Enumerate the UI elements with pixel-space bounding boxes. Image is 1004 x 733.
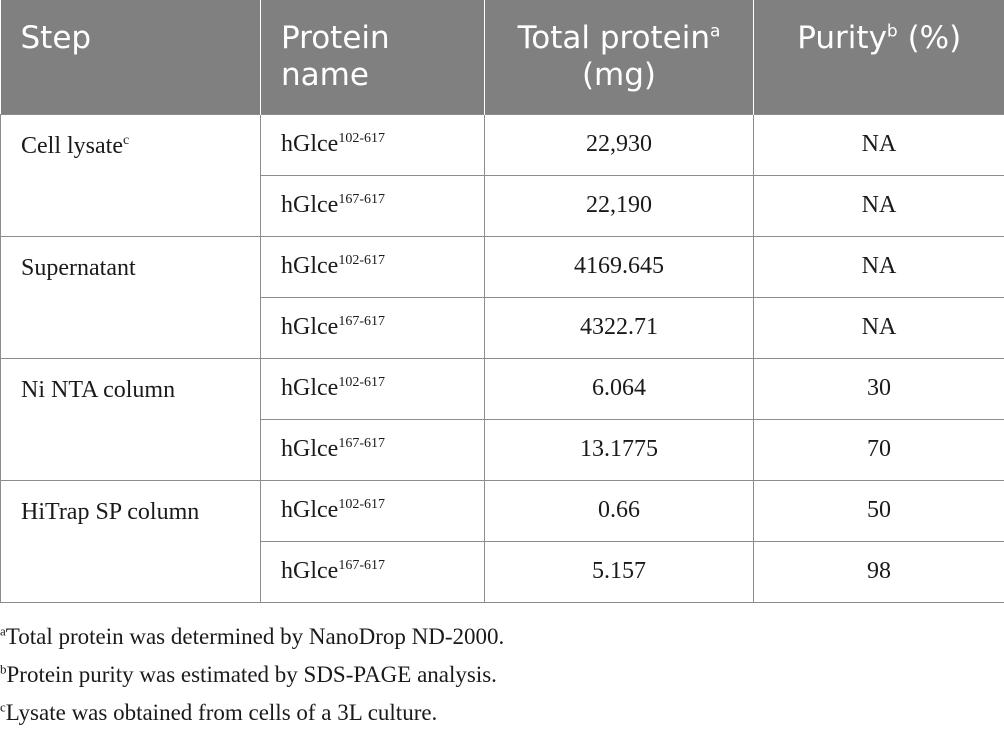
protein-name-cell: hGlce102-617 [260, 113, 485, 176]
total-protein-cell: 22,190 [484, 174, 754, 237]
total-protein-cell: 4169.645 [484, 235, 754, 298]
header-row: Step Protein name Total proteina (mg) Pu… [0, 0, 1004, 114]
purity-cell: NA [753, 296, 1004, 359]
header-purity: Purityb (%) [753, 0, 1004, 114]
purity-cell: 98 [753, 540, 1004, 603]
total-protein-cell: 5.157 [484, 540, 754, 603]
table-row: hGlce167-617 5.157 98 [1, 540, 1004, 603]
step-cell: Supernatant [0, 235, 261, 359]
purity-cell: NA [753, 113, 1004, 176]
table-row: HiTrap SP column hGlce102-617 0.66 50 [0, 479, 1004, 603]
step-cell: Ni NTA column [0, 357, 261, 481]
total-protein-cell: 0.66 [484, 479, 754, 542]
purity-cell: 30 [753, 357, 1004, 420]
footnote-c: cLysate was obtained from cells of a 3L … [0, 699, 438, 725]
total-protein-cell: 6.064 [484, 357, 754, 420]
total-protein-cell: 4322.71 [484, 296, 754, 359]
protein-name-cell: hGlce167-617 [260, 418, 485, 481]
protein-name-cell: hGlce167-617 [260, 174, 485, 237]
purity-cell: 70 [753, 418, 1004, 481]
step-cell: Cell lysatec [0, 113, 261, 237]
step-cell: HiTrap SP column [0, 479, 261, 603]
purification-table: Step Protein name Total proteina (mg) Pu… [0, 0, 1004, 603]
table-row: Cell lysatec hGlce102-617 22,930 NA [0, 113, 1004, 237]
protein-name-cell: hGlce102-617 [260, 357, 485, 420]
table-row: hGlce167-617 22,190 NA [1, 174, 1004, 237]
protein-name-cell: hGlce167-617 [260, 296, 485, 359]
table-row: Ni NTA column hGlce102-617 6.064 30 [0, 357, 1004, 481]
total-protein-cell: 22,930 [484, 113, 754, 176]
total-protein-cell: 13.1775 [484, 418, 754, 481]
purity-cell: NA [753, 174, 1004, 237]
protein-name-cell: hGlce167-617 [260, 540, 485, 603]
footnotes: aTotal protein was determined by NanoDro… [0, 618, 504, 732]
header-total-protein: Total proteina (mg) [484, 0, 754, 114]
protein-name-cell: hGlce102-617 [260, 479, 485, 542]
table-row: Supernatant hGlce102-617 4169.645 NA [0, 235, 1004, 359]
purity-cell: 50 [753, 479, 1004, 542]
footnote-a: aTotal protein was determined by NanoDro… [0, 623, 505, 649]
header-step: Step [0, 0, 261, 114]
footnote-b: bProtein purity was estimated by SDS-PAG… [0, 661, 497, 687]
table-row: hGlce167-617 13.1775 70 [1, 418, 1004, 481]
header-protein-name: Protein name [260, 0, 485, 114]
protein-name-cell: hGlce102-617 [260, 235, 485, 298]
purity-cell: NA [753, 235, 1004, 298]
